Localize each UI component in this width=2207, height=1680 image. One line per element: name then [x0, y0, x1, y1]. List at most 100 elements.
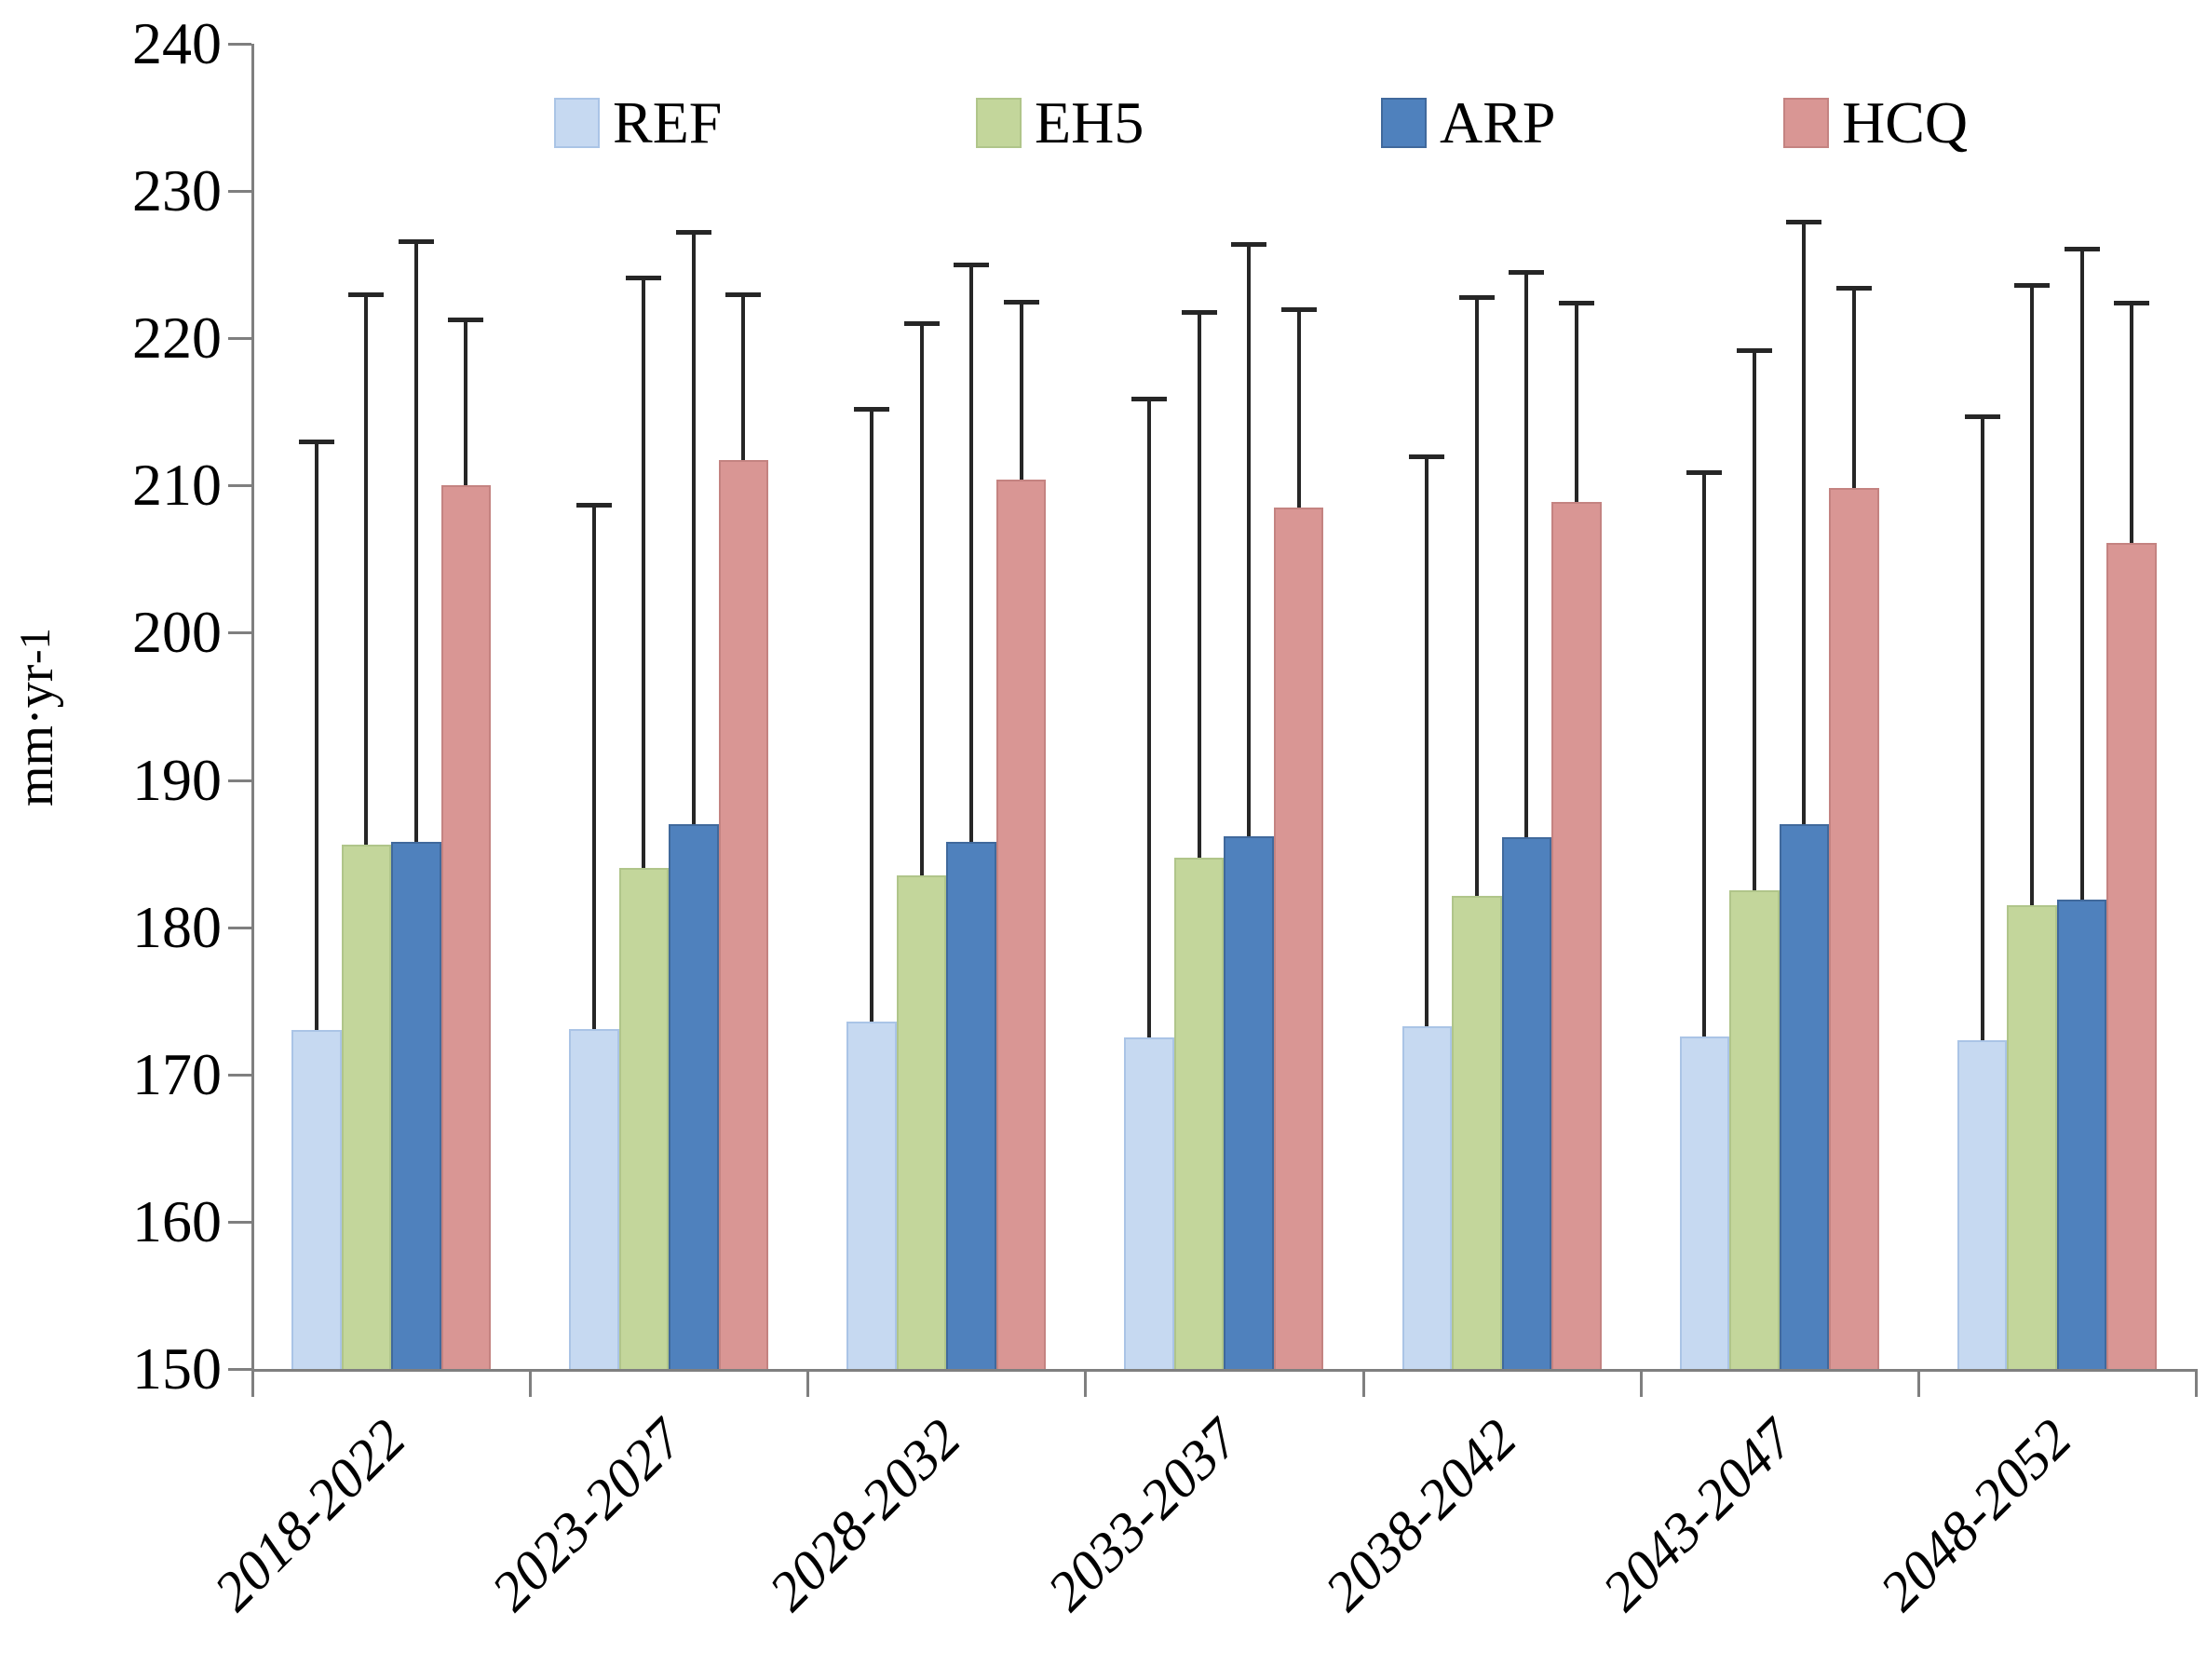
arp-error-line-2043-2047 — [1802, 222, 1807, 824]
eh5-error-line-2033-2037 — [1197, 311, 1201, 859]
eh5-bar-2048-2052 — [2007, 904, 2057, 1369]
eh5-bar-2043-2047 — [1729, 890, 1780, 1369]
y-tick-label-240: 240 — [132, 10, 222, 76]
ref-error-cap-2033-2037 — [1131, 397, 1168, 402]
ref-bar-2018-2022 — [291, 1030, 342, 1369]
ref-error-cap-2018-2022 — [298, 439, 334, 444]
hcq-bar-2033-2037 — [1273, 508, 1324, 1369]
legend-swatch-ref — [554, 98, 600, 148]
y-tick-200 — [228, 631, 251, 635]
eh5-error-cap-2048-2052 — [2014, 283, 2051, 289]
x-tick-6 — [1916, 1369, 1920, 1397]
x-tick-5 — [1639, 1369, 1643, 1397]
ref-error-line-2018-2022 — [314, 440, 318, 1031]
hcq-error-cap-2018-2022 — [448, 317, 484, 322]
arp-error-cap-2033-2037 — [1231, 242, 1267, 248]
eh5-error-line-2018-2022 — [364, 293, 369, 846]
eh5-bar-2023-2027 — [618, 868, 670, 1369]
ref-bar-2038-2042 — [1401, 1025, 1453, 1369]
eh5-error-cap-2023-2027 — [626, 276, 662, 281]
legend-swatch-arp — [1381, 98, 1427, 148]
y-tick-label-210: 210 — [132, 452, 222, 519]
x-tick-7 — [2195, 1369, 2198, 1397]
eh5-error-cap-2043-2047 — [1736, 347, 1772, 353]
x-tick-0 — [251, 1369, 254, 1397]
eh5-error-line-2038-2042 — [1474, 296, 1479, 897]
eh5-error-line-2028-2032 — [919, 323, 924, 876]
hcq-error-line-2038-2042 — [1574, 303, 1578, 502]
eh5-bar-2038-2042 — [1452, 896, 1502, 1369]
y-tick-160 — [228, 1220, 251, 1224]
legend-item-eh5: EH5 — [976, 93, 1144, 153]
eh5-bar-2033-2037 — [1173, 858, 1225, 1369]
arp-bar-2023-2027 — [669, 823, 719, 1369]
eh5-error-line-2048-2052 — [2030, 285, 2035, 905]
x-tick-3 — [1084, 1369, 1088, 1397]
x-tick-label-2038-2042: 2038-2042 — [1313, 1407, 1528, 1622]
ref-error-cap-2043-2047 — [1686, 470, 1723, 476]
y-tick-210 — [228, 484, 251, 488]
hcq-bar-2038-2042 — [1551, 501, 1602, 1369]
arp-error-cap-2028-2032 — [954, 263, 990, 268]
y-axis-title: mm·yr -1 — [6, 540, 65, 894]
arp-bar-2038-2042 — [1501, 837, 1552, 1369]
arp-error-cap-2048-2052 — [2064, 246, 2100, 251]
ref-error-cap-2023-2027 — [575, 502, 612, 508]
y-tick-220 — [228, 337, 251, 341]
y-tick-180 — [228, 926, 251, 929]
ref-error-line-2023-2027 — [591, 504, 596, 1029]
hcq-error-line-2018-2022 — [464, 318, 468, 486]
hcq-error-cap-2038-2042 — [1558, 301, 1594, 306]
legend-item-ref: REF — [554, 93, 722, 153]
y-tick-label-200: 200 — [132, 599, 222, 666]
arp-error-line-2018-2022 — [413, 240, 418, 842]
y-tick-150 — [228, 1368, 251, 1371]
arp-bar-2043-2047 — [1779, 823, 1830, 1369]
x-tick-4 — [1361, 1369, 1365, 1397]
x-tick-label-2018-2022: 2018-2022 — [202, 1407, 418, 1622]
ref-error-line-2048-2052 — [1980, 416, 1984, 1041]
eh5-error-cap-2018-2022 — [348, 291, 385, 297]
x-tick-1 — [529, 1369, 533, 1397]
arp-error-cap-2018-2022 — [398, 238, 434, 244]
legend-label-hcq: HCQ — [1842, 89, 1969, 156]
arp-error-line-2038-2042 — [1524, 272, 1529, 838]
x-tick-2 — [806, 1369, 810, 1397]
arp-bar-2033-2037 — [1224, 835, 1274, 1369]
ref-bar-2048-2052 — [1957, 1040, 2008, 1369]
y-tick-170 — [228, 1073, 251, 1077]
arp-error-cap-2023-2027 — [675, 230, 711, 236]
eh5-bar-2018-2022 — [341, 845, 391, 1369]
y-tick-label-190: 190 — [132, 746, 222, 813]
x-tick-label-2028-2032: 2028-2032 — [757, 1407, 973, 1622]
hcq-bar-2023-2027 — [718, 460, 769, 1369]
legend-item-hcq: HCQ — [1783, 93, 1968, 153]
ref-error-cap-2048-2052 — [1964, 414, 2000, 420]
y-tick-190 — [228, 779, 251, 782]
legend-label-eh5: EH5 — [1035, 89, 1144, 156]
eh5-error-cap-2033-2037 — [1181, 309, 1217, 315]
ref-error-line-2033-2037 — [1147, 399, 1152, 1038]
ref-error-line-2028-2032 — [870, 409, 874, 1022]
legend-swatch-hcq — [1783, 98, 1829, 148]
hcq-error-line-2048-2052 — [2130, 303, 2134, 543]
legend-label-ref: REF — [613, 89, 723, 156]
hcq-error-line-2028-2032 — [1019, 301, 1023, 480]
hcq-error-cap-2028-2032 — [1003, 299, 1039, 305]
y-tick-230 — [228, 190, 251, 194]
ref-error-line-2038-2042 — [1425, 455, 1429, 1026]
eh5-error-cap-2028-2032 — [903, 321, 940, 327]
arp-error-line-2048-2052 — [2079, 248, 2084, 900]
ref-bar-2043-2047 — [1679, 1036, 1730, 1369]
y-tick-label-220: 220 — [132, 305, 222, 372]
hcq-bar-2048-2052 — [2106, 542, 2157, 1369]
legend-item-arp: ARP — [1381, 93, 1556, 153]
arp-error-line-2028-2032 — [969, 264, 974, 842]
x-tick-label-2043-2047: 2043-2047 — [1591, 1407, 1806, 1622]
hcq-error-cap-2023-2027 — [725, 291, 762, 297]
hcq-bar-2043-2047 — [1829, 488, 1879, 1369]
ref-error-cap-2038-2042 — [1409, 454, 1445, 459]
legend-swatch-eh5 — [976, 98, 1022, 148]
ref-bar-2023-2027 — [569, 1028, 619, 1369]
legend-label-arp: ARP — [1440, 89, 1556, 156]
